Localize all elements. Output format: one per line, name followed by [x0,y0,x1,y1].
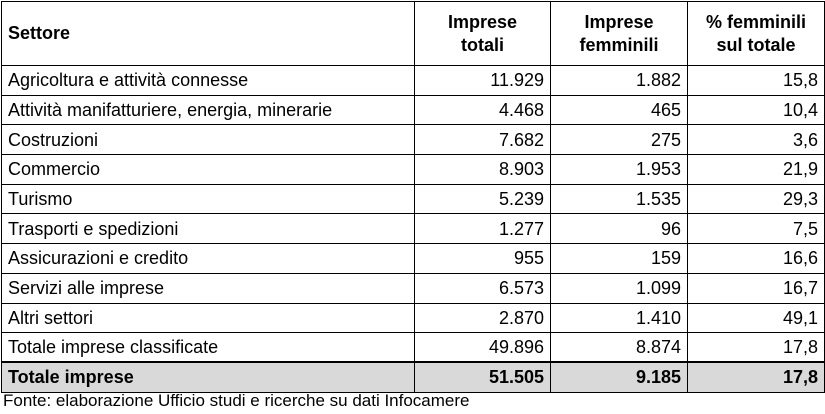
total-row: Totale imprese 51.505 9.185 17,8 [1,361,825,393]
percent-cell: 17,8 [687,332,825,363]
female-cell: 9.185 [550,361,688,393]
total-cell: 51.505 [414,361,551,393]
sector-cell: Altri settori [1,302,415,334]
header-female-line2: femminili [579,34,659,55]
female-cell: 1.882 [550,65,688,96]
female-cell: 1.953 [550,154,688,185]
table-row: Assicurazioni e credito 955 159 16,6 [1,243,825,274]
header-percent-line2: sul totale [716,34,796,55]
header-percent-line1: % femminili [705,11,807,32]
female-cell: 1.535 [550,183,688,215]
total-cell: 6.573 [414,272,551,304]
percent-cell: 21,9 [687,154,825,185]
table-row: Totale imprese classificate 49.896 8.874… [1,332,825,363]
percent-cell: 29,3 [687,183,825,215]
sector-cell: Agricoltura e attività connesse [1,65,415,96]
total-cell: 4.468 [414,94,551,126]
total-cell: 955 [414,243,551,274]
sector-cell: Totale imprese classificate [1,332,415,363]
source-note: Fonte: elaborazione Ufficio studi e rice… [3,391,470,410]
total-cell: 7.682 [414,124,551,156]
table-row: Agricoltura e attività connesse 11.929 1… [1,65,825,96]
female-cell: 8.874 [550,332,688,363]
sector-cell: Servizi alle imprese [1,272,415,304]
sector-cell: Assicurazioni e credito [1,243,415,274]
sector-cell: Attività manifatturiere, energia, minera… [1,94,415,126]
header-female: Imprese femminili [550,1,688,66]
header-row: Settore Imprese totali Imprese femminili… [1,1,825,66]
female-cell: 465 [550,94,688,126]
female-cell: 275 [550,124,688,156]
percent-cell: 3,6 [687,124,825,156]
total-cell: 2.870 [414,302,551,334]
table-row: Turismo 5.239 1.535 29,3 [1,183,825,215]
female-cell: 1.410 [550,302,688,334]
sector-table: Settore Imprese totali Imprese femminili… [1,1,825,393]
sector-cell: Turismo [1,183,415,215]
female-cell: 1.099 [550,272,688,304]
header-female-line1: Imprese [584,11,654,32]
percent-cell: 15,8 [687,65,825,96]
table-row: Attività manifatturiere, energia, minera… [1,94,825,126]
table-row: Costruzioni 7.682 275 3,6 [1,124,825,156]
table-row: Servizi alle imprese 6.573 1.099 16,7 [1,272,825,304]
sector-cell: Trasporti e spedizioni [1,213,415,245]
female-cell: 159 [550,243,688,274]
total-cell: 5.239 [414,183,551,215]
sector-cell: Costruzioni [1,124,415,156]
table-row: Altri settori 2.870 1.410 49,1 [1,302,825,334]
header-total-line1: Imprese [447,11,518,32]
header-total-line2: totali [461,34,504,55]
header-total: Imprese totali [414,1,551,66]
table-row: Commercio 8.903 1.953 21,9 [1,154,825,185]
percent-cell: 10,4 [687,94,825,126]
total-cell: 11.929 [414,65,551,96]
table-row: Trasporti e spedizioni 1.277 96 7,5 [1,213,825,245]
total-cell: 8.903 [414,154,551,185]
percent-cell: 49,1 [687,302,825,334]
header-sector: Settore [1,1,415,66]
header-percent: % femminili sul totale [687,1,825,66]
percent-cell: 16,7 [687,272,825,304]
sector-cell: Totale imprese [1,361,415,393]
percent-cell: 17,8 [687,361,825,393]
total-cell: 49.896 [414,332,551,363]
total-cell: 1.277 [414,213,551,245]
sector-cell: Commercio [1,154,415,185]
percent-cell: 7,5 [687,213,825,245]
female-cell: 96 [550,213,688,245]
percent-cell: 16,6 [687,243,825,274]
